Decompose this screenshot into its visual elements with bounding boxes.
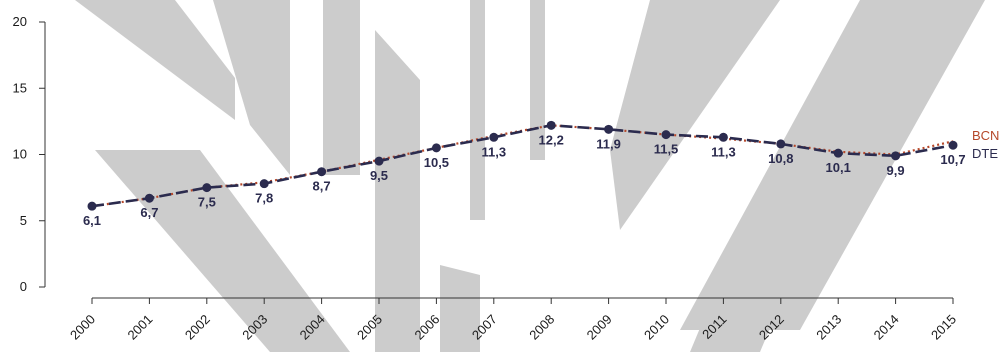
data-point [374, 156, 384, 166]
data-point [776, 139, 786, 149]
data-point [604, 124, 614, 134]
data-label: 6,7 [140, 205, 158, 220]
x-tick-label: 2015 [928, 312, 959, 343]
legend: BCN DTE [972, 128, 999, 161]
data-point [833, 148, 843, 158]
legend-label-bcn: BCN [972, 128, 999, 143]
data-point [144, 193, 154, 203]
data-label: 11,3 [482, 144, 507, 159]
data-label: 7,8 [255, 191, 273, 206]
x-tick-label: 2009 [584, 312, 615, 343]
series-line-dte [91, 124, 954, 208]
data-label: 6,1 [83, 213, 101, 228]
y-tick-label: 0 [20, 279, 27, 294]
data-point [661, 130, 671, 140]
data-label: 7,5 [198, 195, 216, 210]
data-label: 11,5 [654, 142, 679, 157]
data-point [87, 201, 97, 211]
data-label: 10,8 [768, 151, 793, 166]
data-point [948, 140, 958, 150]
data-label: 10,5 [424, 155, 449, 170]
x-tick-label: 2002 [182, 312, 213, 343]
x-tick-label: 2001 [124, 312, 155, 343]
x-tick-label: 2000 [67, 312, 98, 343]
x-tick-label: 2014 [871, 312, 902, 343]
data-point [489, 132, 499, 142]
data-label: 12,2 [539, 132, 564, 147]
watermark-logo [75, 0, 985, 352]
legend-label-dte: DTE [972, 146, 998, 161]
y-tick-label: 15 [13, 80, 27, 95]
data-label: 11,3 [711, 144, 736, 159]
data-point [546, 120, 556, 130]
data-label: 9,9 [887, 163, 905, 178]
x-tick-label: 2008 [526, 312, 557, 343]
data-point [891, 151, 901, 161]
data-point [718, 132, 728, 142]
y-tick-label: 20 [13, 14, 27, 29]
data-label: 10,1 [826, 160, 851, 175]
data-label: 10,7 [940, 152, 965, 167]
x-tick-label: 2013 [813, 312, 844, 343]
data-label: 8,7 [313, 179, 331, 194]
data-point [259, 179, 269, 189]
x-tick-label: 2010 [641, 312, 672, 343]
data-point [202, 183, 212, 193]
y-tick-label: 10 [13, 147, 27, 162]
data-label: 9,5 [370, 168, 388, 183]
data-point [431, 143, 441, 153]
series-layer [87, 120, 958, 211]
data-label: 11,9 [596, 136, 621, 151]
data-point [317, 167, 327, 177]
data-labels: 6,1 6,7 7,5 7,8 8,7 9,5 10,5 11,3 12,2 11,9 11,5 11… [83, 132, 966, 228]
y-tick-label: 5 [20, 213, 27, 228]
